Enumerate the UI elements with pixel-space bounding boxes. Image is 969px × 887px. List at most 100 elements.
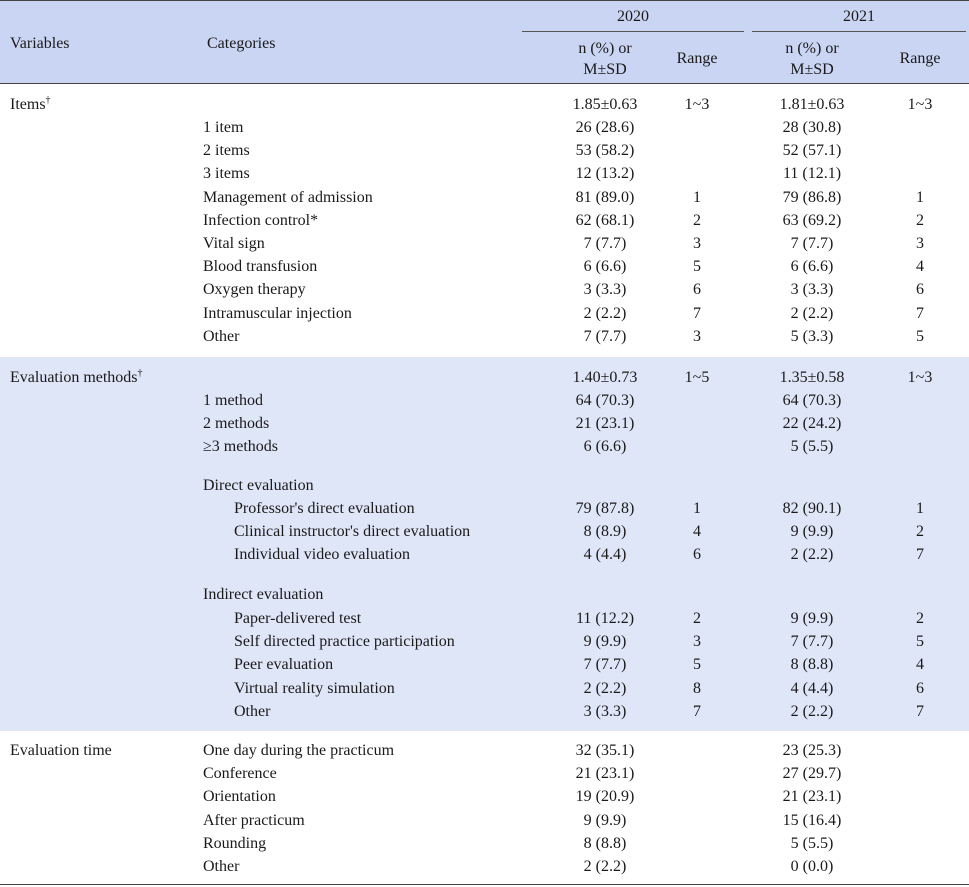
range-2020-cell: 2 xyxy=(693,211,701,229)
category-cell: Intramuscular injection xyxy=(203,304,352,322)
n-2020-cell: 4 (4.4) xyxy=(583,546,627,564)
n-2020-cell: 79 (87.8) xyxy=(575,500,635,517)
category-cell: Other xyxy=(203,858,240,875)
n-2020-cell: 8 (8.8) xyxy=(583,834,627,852)
header-n-pct-line2: M±SD xyxy=(583,61,627,78)
category-cell: 1 item xyxy=(203,119,244,136)
n-2020-cell: 7 (7.7) xyxy=(583,327,627,345)
n-2021-cell: 3 (3.3) xyxy=(790,281,834,299)
range-2021-cell: 2 xyxy=(916,523,924,541)
table-bottom-rule xyxy=(0,884,969,885)
category-cell: 3 items xyxy=(203,165,250,183)
range-2020-cell: 6 xyxy=(693,281,701,299)
category-cell: After practicum xyxy=(203,811,305,829)
n-2021-cell: 28 (30.8) xyxy=(782,119,842,136)
range-2020-cell: 3 xyxy=(693,633,701,651)
range-2021-cell: 2 xyxy=(916,610,924,627)
range-2021-cell: 5 xyxy=(916,633,924,651)
n-2021-cell: 9 (9.9) xyxy=(790,610,834,627)
n-2021-summary: 1.35±0.58 xyxy=(779,369,845,386)
n-2021-cell: 9 (9.9) xyxy=(790,523,834,541)
header-n-pct-line2: M±SD xyxy=(790,61,834,78)
header-n-pct-line1: n (%) or xyxy=(578,40,632,57)
category-cell: Self directed practice participation xyxy=(234,633,455,651)
n-2020-cell: 2 (2.2) xyxy=(583,858,627,875)
range-2021-cell: 3 xyxy=(916,235,924,252)
section-label-methods: Evaluation methods† xyxy=(10,366,143,389)
n-2021-cell: 15 (16.4) xyxy=(782,811,842,829)
category-cell: One day during the practicum xyxy=(203,742,395,759)
n-2021-cell: 27 (29.7) xyxy=(782,765,842,783)
dagger-mark: † xyxy=(137,368,143,379)
header-year-2020: 2020 xyxy=(617,8,649,25)
evaluation-methods-band xyxy=(0,357,969,731)
category-cell: Other xyxy=(203,327,240,345)
year-2020-rule xyxy=(522,31,744,32)
table-header xyxy=(0,0,969,84)
n-2020-cell: 9 (9.9) xyxy=(583,633,627,651)
header-n-pct-line1: n (%) or xyxy=(785,40,839,57)
category-cell: Oxygen therapy xyxy=(203,281,306,299)
header-categories: Categories xyxy=(207,35,276,52)
indirect-evaluation-heading: Indirect evaluation xyxy=(203,586,324,603)
n-2021-cell: 5 (3.3) xyxy=(790,327,834,345)
category-cell: 1 method xyxy=(203,392,263,409)
header-variables: Variables xyxy=(10,35,70,52)
category-cell: Peer evaluation xyxy=(234,656,334,674)
n-2020-cell: 9 (9.9) xyxy=(583,811,627,829)
n-2021-cell: 8 (8.8) xyxy=(790,656,834,674)
n-2021-cell: 7 (7.7) xyxy=(790,235,834,252)
section-label-items: Items† xyxy=(10,93,51,116)
category-cell: Vital sign xyxy=(203,235,265,252)
range-2020-cell: 3 xyxy=(693,327,701,345)
range-2020-cell: 2 xyxy=(693,610,701,627)
n-2021-cell: 7 (7.7) xyxy=(790,633,834,651)
n-2021-cell: 0 (0.0) xyxy=(790,858,834,875)
range-2020-summary: 1~5 xyxy=(684,369,710,386)
n-2020-cell: 12 (13.2) xyxy=(575,165,635,183)
n-2020-cell: 7 (7.7) xyxy=(583,235,627,252)
section-label-text: Evaluation methods xyxy=(10,369,138,386)
range-2020-cell: 6 xyxy=(693,546,701,564)
n-2020-cell: 81 (89.0) xyxy=(575,188,635,206)
header-range-2021: Range xyxy=(899,50,941,67)
n-2020-summary: 1.85±0.63 xyxy=(572,96,638,113)
category-cell: Infection control* xyxy=(203,211,319,229)
range-2020-cell: 5 xyxy=(693,656,701,674)
range-2020-cell: 7 xyxy=(693,702,701,720)
n-2020-cell: 11 (12.2) xyxy=(575,610,635,627)
n-2021-cell: 2 (2.2) xyxy=(790,702,834,720)
category-cell: Paper-delivered test xyxy=(234,610,362,627)
n-2020-cell: 3 (3.3) xyxy=(583,702,627,720)
n-2021-cell: 22 (24.2) xyxy=(782,415,842,433)
n-2021-cell: 79 (86.8) xyxy=(782,188,842,206)
range-2020-cell: 8 xyxy=(693,679,701,697)
range-2021-cell: 7 xyxy=(916,304,924,322)
range-2021-cell: 1 xyxy=(916,188,924,206)
n-2021-cell: 64 (70.3) xyxy=(782,392,842,409)
range-2021-cell: 1 xyxy=(916,500,924,517)
category-cell: 2 items xyxy=(203,142,250,160)
range-2021-cell: 6 xyxy=(916,679,924,697)
category-cell: Professor's direct evaluation xyxy=(234,500,415,517)
n-2021-cell: 4 (4.4) xyxy=(790,679,834,697)
range-2021-cell: 7 xyxy=(916,546,924,564)
section-label-text: Items xyxy=(10,96,46,113)
year-2021-rule xyxy=(752,31,966,32)
n-2020-cell: 19 (20.9) xyxy=(575,788,635,806)
range-2021-summary: 1~3 xyxy=(907,96,933,113)
n-2020-cell: 7 (7.7) xyxy=(583,656,627,674)
range-2021-cell: 7 xyxy=(916,702,924,720)
header-n-pct-2021: n (%) or M±SD xyxy=(737,38,887,80)
n-2020-cell: 6 (6.6) xyxy=(583,438,627,456)
range-2021-cell: 4 xyxy=(916,258,924,276)
category-cell: 2 methods xyxy=(203,415,270,433)
range-2020-summary: 1~3 xyxy=(684,96,710,113)
n-2020-cell: 32 (35.1) xyxy=(575,742,635,759)
n-2021-cell: 6 (6.6) xyxy=(790,258,834,276)
n-2021-cell: 5 (5.5) xyxy=(790,438,834,456)
n-2021-cell: 2 (2.2) xyxy=(790,546,834,564)
category-cell: Conference xyxy=(203,765,277,783)
n-2020-cell: 3 (3.3) xyxy=(583,281,627,299)
